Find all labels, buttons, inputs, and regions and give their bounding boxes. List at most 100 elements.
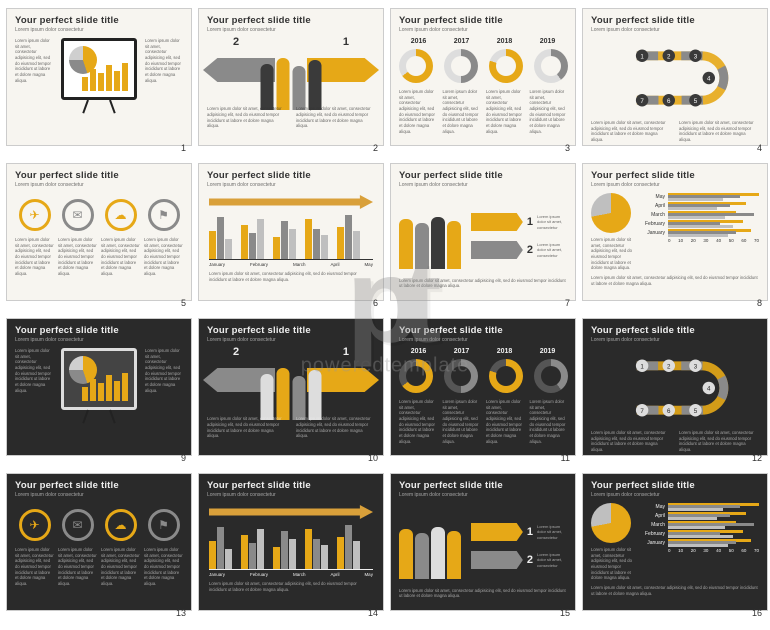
svg-text:3: 3 bbox=[694, 53, 698, 60]
slide-number: 2 bbox=[373, 143, 378, 153]
donut-chart bbox=[489, 49, 523, 83]
slide-subtitle: Lorem ipsum dolor consectetur bbox=[7, 27, 191, 36]
donut-chart bbox=[591, 193, 631, 233]
label-right: 1 bbox=[343, 36, 349, 48]
category-label: January bbox=[641, 230, 665, 236]
slide-thumbnail[interactable]: Your perfect slide title Lorem ipsum dol… bbox=[390, 318, 576, 463]
circle-icon: ✈ bbox=[19, 509, 51, 541]
slide-title: Your perfect slide title bbox=[7, 319, 191, 337]
year-label: 2018 bbox=[497, 38, 513, 45]
donut-chart bbox=[444, 359, 478, 393]
category-label: May bbox=[641, 194, 665, 200]
tick-label: 40 bbox=[716, 548, 721, 553]
slide-title: Your perfect slide title bbox=[583, 164, 767, 182]
slide-title: Your perfect slide title bbox=[199, 164, 383, 182]
slide-title: Your perfect slide title bbox=[199, 9, 383, 27]
arrow-icon bbox=[471, 551, 523, 569]
lorem-text: Lorem ipsum dolor sit amet, consectetur … bbox=[296, 416, 375, 439]
slide-number: 3 bbox=[565, 143, 570, 153]
tick-label: 0 bbox=[668, 548, 671, 553]
slide-thumbnail[interactable]: Your perfect slide title Lorem ipsum dol… bbox=[198, 473, 384, 618]
svg-text:5: 5 bbox=[694, 98, 698, 105]
easel-chart bbox=[61, 348, 137, 424]
slide-title: Your perfect slide title bbox=[391, 319, 575, 337]
category-label: March bbox=[641, 212, 665, 218]
slide-title: Your perfect slide title bbox=[391, 9, 575, 27]
lorem-text: Lorem ipsum dolor sit amet, consectetur … bbox=[207, 106, 286, 129]
slide-thumbnail[interactable]: Your perfect slide title Lorem ipsum dol… bbox=[582, 318, 768, 463]
tick-label: 70 bbox=[754, 238, 759, 243]
arrow-number: 1 bbox=[527, 216, 533, 228]
circle-icon: ⚑ bbox=[148, 199, 180, 231]
category-label: May bbox=[641, 504, 665, 510]
bar-chart-icon bbox=[82, 371, 128, 401]
lorem-text: Lorem ipsum dolor sit amet, consectetur … bbox=[101, 547, 140, 587]
slide-thumbnail[interactable]: Your perfect slide title Lorem ipsum dol… bbox=[198, 163, 384, 308]
svg-text:3: 3 bbox=[694, 363, 698, 370]
tick-label: 30 bbox=[703, 238, 708, 243]
slide-subtitle: Lorem ipsum dolor consectetur bbox=[583, 182, 767, 191]
slide-number: 7 bbox=[565, 298, 570, 308]
slide-title: Your perfect slide title bbox=[7, 9, 191, 27]
slide-thumbnail[interactable]: Your perfect slide title Lorem ipsum dol… bbox=[582, 8, 768, 153]
horizontal-bar-chart: MayAprilMarchFebruaryJanuary010203040506… bbox=[641, 503, 759, 581]
lorem-text: Lorem ipsum dolor sit amet, consectetur … bbox=[443, 89, 481, 134]
arrow-number: 2 bbox=[527, 554, 533, 566]
lorem-text: Lorem ipsum dolor sit amet, consectetur … bbox=[144, 237, 183, 277]
slide-subtitle: Lorem ipsum dolor consectetur bbox=[391, 182, 575, 191]
slide-number: 4 bbox=[757, 143, 762, 153]
slide-subtitle: Lorem ipsum dolor consectetur bbox=[199, 27, 383, 36]
slide-thumbnail[interactable]: Your perfect slide title Lorem ipsum dol… bbox=[6, 473, 192, 618]
slide-thumbnail[interactable]: Your perfect slide title Lorem ipsum dol… bbox=[198, 318, 384, 463]
month-label: January bbox=[209, 572, 225, 577]
slide-thumbnail[interactable]: Your perfect slide title Lorem ipsum dol… bbox=[6, 8, 192, 153]
bar-chart: JanuaryFebruaryMarchAprilMay bbox=[199, 191, 383, 269]
slide-thumbnail[interactable]: Your perfect slide title Lorem ipsum dol… bbox=[582, 473, 768, 618]
slide-thumbnail[interactable]: Your perfect slide title Lorem ipsum dol… bbox=[390, 163, 576, 308]
slide-title: Your perfect slide title bbox=[199, 474, 383, 492]
svg-text:7: 7 bbox=[640, 98, 644, 105]
label-left: 2 bbox=[233, 346, 239, 358]
slide-number: 14 bbox=[368, 608, 378, 618]
tick-label: 0 bbox=[668, 238, 671, 243]
slide-title: Your perfect slide title bbox=[391, 164, 575, 182]
slide-thumbnail[interactable]: Your perfect slide title Lorem ipsum dol… bbox=[390, 473, 576, 618]
easel-chart bbox=[61, 38, 137, 114]
lorem-text: Lorem ipsum dolor sit amet, consectetur … bbox=[15, 348, 53, 393]
slide-thumbnail[interactable]: Your perfect slide title Lorem ipsum dol… bbox=[198, 8, 384, 153]
slide-number: 11 bbox=[561, 453, 570, 463]
slide-number: 13 bbox=[176, 608, 186, 618]
slide-title: Your perfect slide title bbox=[583, 9, 767, 27]
label-right: 1 bbox=[343, 346, 349, 358]
slide-thumbnail[interactable]: Your perfect slide title Lorem ipsum dol… bbox=[390, 8, 576, 153]
slide-subtitle: Lorem ipsum dolor consectetur bbox=[583, 27, 767, 36]
category-label: February bbox=[641, 221, 665, 227]
year-label: 2017 bbox=[454, 38, 470, 45]
slide-thumbnail[interactable]: Your perfect slide title Lorem ipsum dol… bbox=[582, 163, 768, 308]
circle-icon: ⚑ bbox=[148, 509, 180, 541]
category-label: March bbox=[641, 522, 665, 528]
slide-subtitle: Lorem ipsum dolor consectetur bbox=[199, 337, 383, 346]
tick-label: 70 bbox=[754, 548, 759, 553]
arrow-icon bbox=[471, 523, 523, 541]
svg-text:1: 1 bbox=[640, 363, 644, 370]
svg-text:2: 2 bbox=[667, 53, 671, 60]
svg-text:4: 4 bbox=[707, 76, 711, 83]
slide-number: 10 bbox=[368, 453, 378, 463]
lorem-text: Lorem ipsum dolor sit amet, consectetur … bbox=[530, 399, 568, 444]
year-label: 2016 bbox=[411, 348, 427, 355]
donut-chart bbox=[591, 503, 631, 543]
slide-thumbnail[interactable]: Your perfect slide title Lorem ipsum dol… bbox=[6, 318, 192, 463]
svg-text:4: 4 bbox=[707, 386, 711, 393]
slide-thumbnail[interactable]: Your perfect slide title Lorem ipsum dol… bbox=[6, 163, 192, 308]
bar-chart: JanuaryFebruaryMarchAprilMay bbox=[199, 501, 383, 579]
slide-subtitle: Lorem ipsum dolor consectetur bbox=[583, 337, 767, 346]
lorem-text: Lorem ipsum dolor sit amet, consectetur … bbox=[591, 237, 635, 271]
donut-chart bbox=[534, 359, 568, 393]
month-label: May bbox=[364, 572, 373, 577]
circle-icon: ✈ bbox=[19, 199, 51, 231]
slide-subtitle: Lorem ipsum dolor consectetur bbox=[7, 337, 191, 346]
lorem-text: Lorem ipsum dolor sit amet, consectetur … bbox=[591, 547, 635, 581]
tick-label: 10 bbox=[678, 238, 683, 243]
svg-text:7: 7 bbox=[640, 408, 644, 415]
